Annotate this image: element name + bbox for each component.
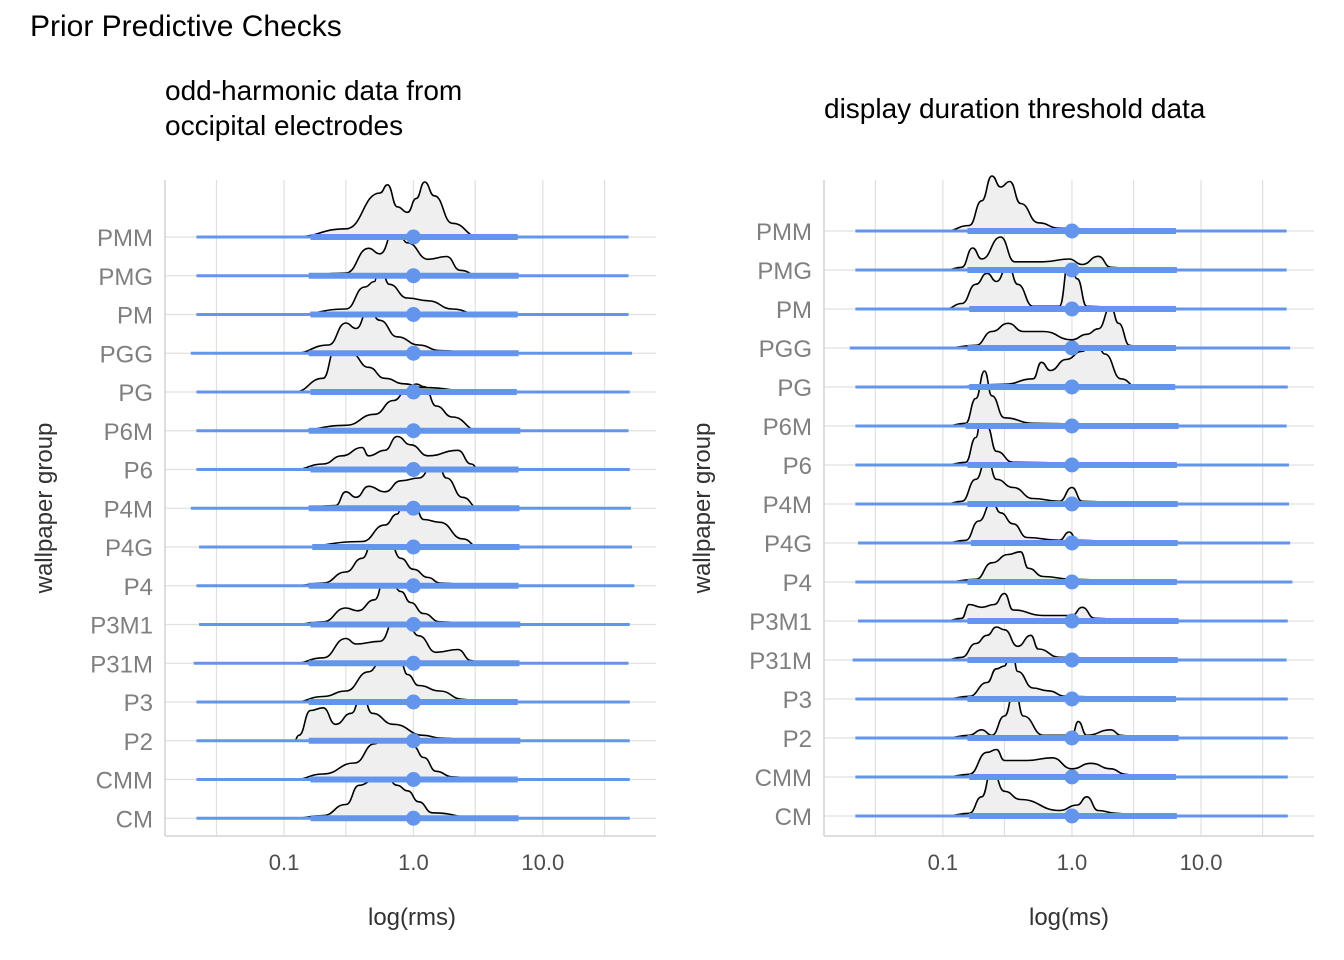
- chart-title-line: display duration threshold data: [824, 93, 1206, 124]
- interval-point: [405, 268, 421, 284]
- density-ridge: [945, 626, 1138, 661]
- category-label: P3M1: [749, 609, 812, 636]
- category-label: PGG: [759, 336, 812, 363]
- x-tick-label: 10.0: [1180, 850, 1223, 875]
- interval-point: [405, 810, 421, 826]
- category-label: P31M: [90, 651, 153, 678]
- interval-point: [405, 655, 421, 671]
- interval-point: [1064, 340, 1080, 356]
- category-label: CMM: [96, 768, 153, 795]
- interval-point: [405, 578, 421, 594]
- interval-point: [1064, 574, 1080, 590]
- category-label: CM: [775, 804, 812, 831]
- category-label: PMM: [756, 219, 812, 246]
- chart-panel-2: display duration threshold data PMM PMG PM P…: [689, 93, 1314, 931]
- interval-point: [405, 617, 421, 632]
- category-label: P2: [783, 726, 812, 753]
- density-ridge: [294, 181, 479, 238]
- page-title: Prior Predictive Checks: [30, 10, 342, 43]
- category-label: PMG: [757, 258, 812, 285]
- interval-point: [1064, 418, 1080, 434]
- x-tick-label: 0.1: [269, 850, 300, 875]
- category-label: PM: [117, 303, 153, 330]
- density-ridge: [945, 768, 1138, 817]
- x-tick-label: 0.1: [928, 850, 959, 875]
- density-ridge: [945, 592, 1138, 622]
- chart-title-line: odd-harmonic data from: [165, 75, 462, 106]
- category-label: P6M: [104, 419, 153, 446]
- category-label: PGG: [100, 341, 153, 368]
- density-ridge: [945, 748, 1138, 778]
- category-label: P6M: [763, 414, 812, 441]
- category-label: CM: [116, 806, 153, 833]
- interval-point: [405, 694, 421, 710]
- y-axis-title: wallpaper group: [31, 423, 58, 595]
- x-tick-label: 1.0: [1057, 850, 1088, 875]
- interval-point: [405, 423, 421, 439]
- category-label: P3: [124, 690, 153, 717]
- category-label: PMM: [97, 225, 153, 252]
- interval-point: [1064, 496, 1080, 512]
- interval-point: [1064, 613, 1080, 629]
- density-ridge: [294, 435, 479, 471]
- x-axis-title: log(rms): [368, 904, 456, 931]
- category-label: P4: [124, 574, 153, 601]
- category-label: CMM: [755, 765, 812, 792]
- category-label: P4G: [105, 535, 153, 562]
- y-axis-title: wallpaper group: [689, 423, 716, 595]
- density-ridge: [945, 236, 1138, 271]
- category-label: PG: [777, 375, 812, 402]
- category-label: PG: [118, 380, 153, 407]
- category-label: P3: [783, 687, 812, 714]
- interval-point: [1064, 535, 1080, 551]
- category-label: P4: [783, 570, 812, 597]
- category-label: P4G: [764, 531, 812, 558]
- interval-point: [405, 384, 421, 400]
- category-label: P31M: [749, 648, 812, 675]
- density-ridge: [945, 305, 1138, 349]
- category-label: P4M: [104, 496, 153, 523]
- interval-point: [1064, 652, 1080, 668]
- density-ridge: [945, 550, 1138, 583]
- interval-point: [1064, 730, 1080, 746]
- interval-point: [405, 462, 421, 477]
- interval-point: [405, 345, 421, 361]
- category-label: PM: [776, 297, 812, 324]
- interval-point: [405, 229, 421, 245]
- interval-point: [405, 307, 421, 322]
- interval-point: [405, 539, 421, 555]
- x-axis-title: log(ms): [1029, 904, 1109, 931]
- chart-title-line: occipital electrodes: [165, 110, 403, 141]
- interval-point: [1064, 301, 1080, 317]
- interval-point: [1064, 379, 1080, 395]
- x-tick-label: 10.0: [521, 850, 564, 875]
- density-ridge: [945, 258, 1138, 310]
- chart-panel-1: odd-harmonic data from occipital electrod…: [31, 75, 656, 931]
- interval-point: [1064, 769, 1080, 785]
- density-ridge: [945, 500, 1138, 544]
- density-ridge: [945, 687, 1138, 739]
- category-label: P3M1: [90, 613, 153, 640]
- interval-point: [1064, 808, 1080, 824]
- interval-point: [405, 733, 421, 749]
- density-ridge: [945, 175, 1138, 232]
- interval-point: [405, 500, 421, 516]
- interval-point: [1064, 223, 1080, 239]
- category-label: P2: [124, 729, 153, 756]
- interval-point: [405, 772, 421, 787]
- category-label: PMG: [98, 264, 153, 291]
- category-label: P6: [783, 453, 812, 480]
- density-ridge: [945, 456, 1138, 505]
- interval-point: [1064, 262, 1080, 278]
- interval-point: [1064, 457, 1080, 473]
- x-tick-label: 1.0: [398, 850, 429, 875]
- interval-point: [1064, 691, 1080, 707]
- category-label: P4M: [763, 492, 812, 519]
- category-label: P6: [124, 458, 153, 485]
